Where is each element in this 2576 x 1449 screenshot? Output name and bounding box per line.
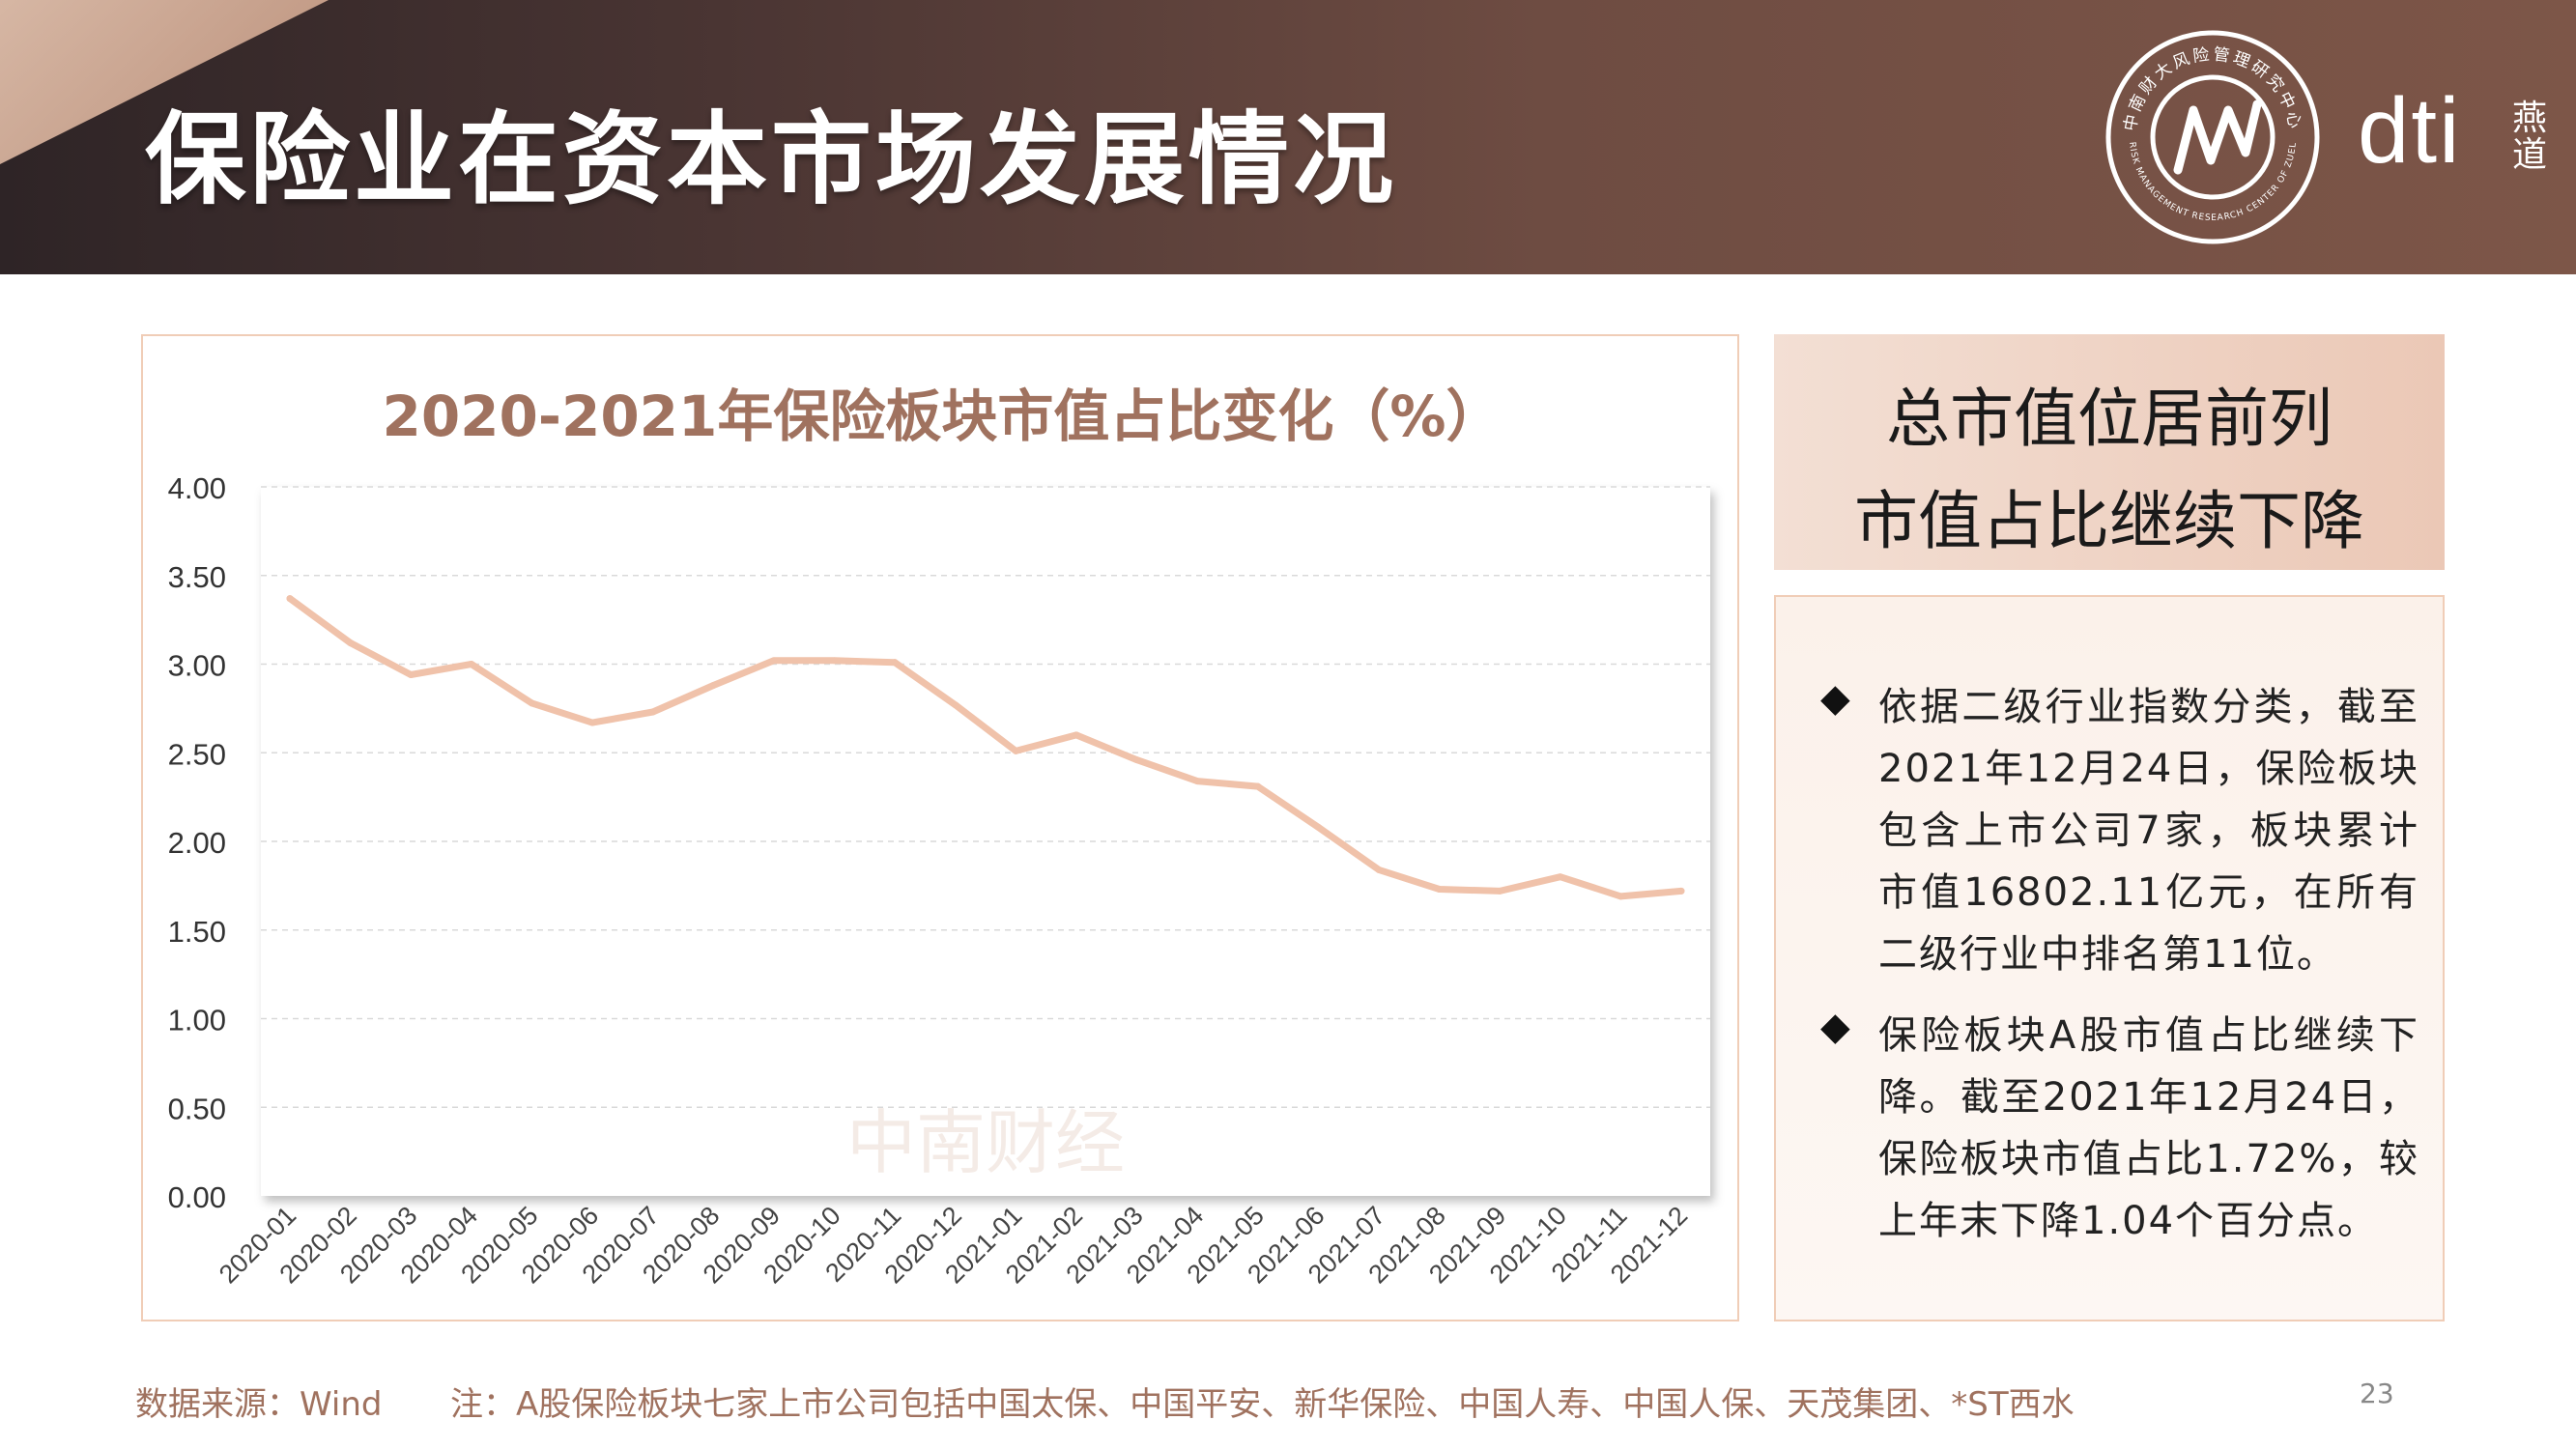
brand-chinese-name: 燕道 [2512, 99, 2548, 175]
brand-logo-text: dti [2358, 79, 2462, 183]
data-point [588, 719, 596, 726]
footer-note: 注：A股保险板块七家上市公司包括中国太保、中国平安、新华保险、中国人寿、中国人保… [450, 1385, 2075, 1424]
page-number: 23 [2360, 1378, 2394, 1409]
y-tick-label: 2.00 [168, 826, 226, 860]
research-center-seal-icon: 中南财大风险管理研究中心 RISK MANAGEMENT RESEARCH CE… [2105, 30, 2320, 244]
data-point [1557, 873, 1564, 881]
header-banner: 保险业在资本市场发展情况 中南财大风险管理研究中心 RISK MANAGEMEN… [0, 0, 2576, 274]
data-point [1617, 893, 1624, 900]
data-point [1375, 866, 1383, 873]
data-point [1133, 756, 1141, 764]
data-point [347, 639, 355, 646]
data-point [952, 701, 959, 709]
bullet-diamond-icon: ◆ [1820, 1005, 1850, 1049]
data-point [407, 671, 415, 679]
y-tick-label: 4.00 [168, 471, 226, 505]
headline-line-2: 市值占比继续下降 [1854, 484, 2364, 558]
note-item: 依据二级行业指数分类，截至2021年12月24日，保险板块包含上市公司7家，板块… [1878, 685, 2419, 977]
series-line [286, 595, 1685, 900]
data-point [830, 657, 838, 665]
y-tick-label: 3.00 [168, 649, 226, 683]
data-point [1254, 782, 1262, 790]
data-point [1073, 731, 1080, 739]
y-tick-label: 0.00 [168, 1180, 226, 1214]
data-point [1436, 886, 1444, 894]
data-point [649, 708, 657, 716]
data-point [1496, 887, 1503, 895]
chart-panel: 2020-2021年保险板块市值占比变化（%） 4.00 3.50 3.00 2.50… [141, 334, 1739, 1321]
y-tick-label: 0.50 [168, 1092, 226, 1125]
data-source: 数据来源：Wind [135, 1385, 383, 1424]
data-point [1193, 778, 1201, 785]
headline-box: 总市值位居前列 市值占比继续下降 [1774, 334, 2445, 570]
data-point [709, 682, 717, 690]
data-point [770, 657, 778, 665]
y-tick-label: 1.50 [168, 915, 226, 949]
data-point [1012, 747, 1019, 754]
line-chart: 4.00 3.50 3.00 2.50 2.00 1.50 1.00 0.50 0.00 中南财… [168, 471, 1710, 1289]
bullet-diamond-icon: ◆ [1820, 676, 1850, 721]
note-item: 保险板块A股市值占比继续下降。截至2021年12月24日，保险板块市值占比1.7… [1878, 1013, 2419, 1243]
data-point [1677, 887, 1685, 895]
headline-line-1: 总市值位居前列 [1886, 382, 2333, 456]
data-point [891, 659, 899, 667]
y-tick-label: 3.50 [168, 560, 226, 594]
y-tick-label: 2.50 [168, 737, 226, 771]
y-tick-label: 1.00 [168, 1004, 226, 1037]
data-point [286, 595, 294, 603]
page-title: 保险业在资本市场发展情况 [145, 100, 1398, 218]
chart-watermark: 中南财经 [846, 1102, 1125, 1183]
chart-title: 2020-2021年保险板块市值占比变化（%） [382, 384, 1503, 449]
notes-box: ◆ 依据二级行业指数分类，截至2021年12月24日，保险板块包含上市公司7家，… [1774, 595, 2445, 1321]
data-point [528, 699, 535, 707]
data-point [1314, 823, 1322, 831]
data-point [468, 661, 475, 668]
